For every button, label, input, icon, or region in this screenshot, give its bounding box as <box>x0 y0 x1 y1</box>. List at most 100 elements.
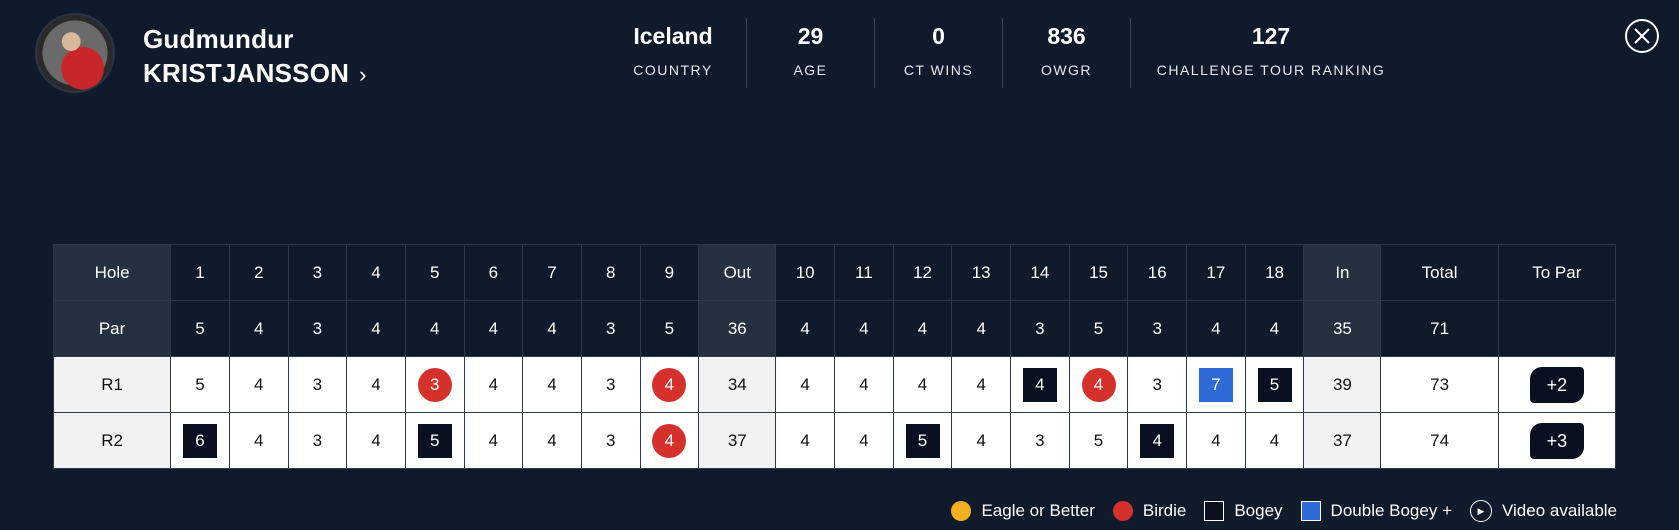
scorecard-legend: Eagle or Better Birdie Bogey Double Boge… <box>951 500 1617 522</box>
player-first-name: Gudmundur <box>143 24 294 54</box>
to-par-cell: +2 <box>1497 356 1617 413</box>
hole-score: 4 <box>253 374 264 394</box>
hole-number: 4 <box>346 244 406 301</box>
bogey-score: 5 <box>417 423 452 458</box>
par-value: 4 <box>892 300 953 357</box>
player-last-name: KRISTJANSSON <box>143 58 350 88</box>
hole-number: 11 <box>834 244 894 301</box>
hole-score: 3 <box>605 374 616 394</box>
total-header: Total <box>1380 244 1499 301</box>
score-cell: 7 <box>1186 356 1246 413</box>
par-value: 4 <box>463 300 524 357</box>
par-value: 4 <box>834 300 894 357</box>
round-out: 37 <box>698 412 777 469</box>
hole-score: 4 <box>859 374 869 394</box>
par-to-par <box>1497 300 1617 357</box>
close-icon[interactable] <box>1625 19 1659 53</box>
hole-header: Hole <box>52 244 172 301</box>
birdie-score: 4 <box>1081 367 1116 402</box>
hole-score: 3 <box>1035 430 1045 450</box>
hole-score: 4 <box>371 374 381 394</box>
score-cell: 4 <box>951 356 1012 413</box>
hole-score: 3 <box>312 374 323 394</box>
hole-score: 4 <box>976 374 986 394</box>
par-value: 3 <box>1010 300 1070 357</box>
par-value: 4 <box>228 300 289 357</box>
par-in: 35 <box>1303 300 1382 357</box>
hole-score: 4 <box>253 430 264 450</box>
score-cell: 4 <box>775 356 835 413</box>
hole-score: 4 <box>800 374 810 394</box>
stat-ct-wins: 0 CT WINS <box>875 18 1003 88</box>
hole-score: 4 <box>547 430 557 450</box>
to-par-cell: +3 <box>1497 412 1617 469</box>
score-cell: 4 <box>1127 412 1188 469</box>
par-value: 4 <box>522 300 582 357</box>
par-value: 3 <box>287 300 348 357</box>
play-icon: ▶ <box>1470 500 1492 522</box>
score-cell: 3 <box>580 356 641 413</box>
score-cell: 5 <box>170 356 230 413</box>
round-in: 39 <box>1303 356 1382 413</box>
stat-owgr: 836 OWGR <box>1003 18 1131 88</box>
score-cell: 3 <box>404 356 465 413</box>
hole-number: 18 <box>1244 244 1305 301</box>
hole-number: 3 <box>287 244 348 301</box>
round-row: R1 5 4 3 4 3 4 4 3 4 34 4 4 4 4 4 4 3 7 5 39 73 +2 <box>52 356 1617 413</box>
legend-birdie: Birdie <box>1112 501 1186 521</box>
hole-number: 14 <box>1010 244 1070 301</box>
legend-double-bogey: Double Bogey + <box>1300 501 1452 521</box>
player-stats: Iceland COUNTRY 29 AGE 0 CT WINS 836 OWG… <box>600 18 1411 88</box>
score-cell: 3 <box>287 412 348 469</box>
birdie-score: 4 <box>652 423 687 458</box>
par-row: Par 5 4 3 4 4 4 4 3 5 36 4 4 4 4 3 5 3 4 4 35 71 <box>52 300 1617 357</box>
par-value: 4 <box>951 300 1012 357</box>
hole-number: 10 <box>775 244 835 301</box>
score-cell: 3 <box>287 356 348 413</box>
player-avatar <box>35 13 115 93</box>
player-name[interactable]: Gudmundur KRISTJANSSON › <box>143 22 367 92</box>
score-cell: 4 <box>228 412 289 469</box>
chevron-right-icon[interactable]: › <box>359 62 367 87</box>
score-cell: 4 <box>775 412 835 469</box>
hole-score: 4 <box>1211 430 1221 450</box>
bogey-score: 4 <box>1140 423 1175 458</box>
hole-score: 3 <box>312 430 323 450</box>
stat-challenge-tour-ranking: 127 CHALLENGE TOUR RANKING <box>1156 23 1386 78</box>
score-cell: 4 <box>834 356 894 413</box>
double-bogey-marker-icon <box>1300 501 1321 521</box>
score-cell: 4 <box>346 412 406 469</box>
birdie-score: 3 <box>417 367 452 402</box>
score-cell: 4 <box>346 356 406 413</box>
legend-eagle: Eagle or Better <box>951 501 1095 521</box>
hole-number: 16 <box>1127 244 1188 301</box>
dbl-score: 7 <box>1198 367 1233 402</box>
hole-number: 8 <box>580 244 641 301</box>
score-cell: 4 <box>951 412 1012 469</box>
par-value: 3 <box>580 300 641 357</box>
score-cell: 4 <box>463 356 524 413</box>
round-label: R1 <box>52 356 172 413</box>
score-cell: 4 <box>1186 412 1246 469</box>
hole-row: Hole 1 2 3 4 5 6 7 8 9 Out 10 11 12 13 14 15 16 17 18 In Tota… <box>52 244 1617 301</box>
score-cell: 4 <box>834 412 894 469</box>
par-value: 4 <box>404 300 465 357</box>
in-header: In <box>1303 244 1382 301</box>
score-cell: 3 <box>580 412 641 469</box>
score-cell: 4 <box>522 412 582 469</box>
score-cell: 4 <box>522 356 582 413</box>
legend-bogey: Bogey <box>1204 501 1283 521</box>
score-cell: 5 <box>892 412 953 469</box>
par-value: 4 <box>1244 300 1305 357</box>
bogey-marker-icon <box>1204 501 1225 521</box>
round-total: 74 <box>1380 412 1499 469</box>
score-cell: 5 <box>1068 412 1129 469</box>
score-cell: 3 <box>1127 356 1188 413</box>
score-cell: 4 <box>892 356 953 413</box>
par-value: 5 <box>1068 300 1129 357</box>
score-cell: 5 <box>404 412 465 469</box>
hole-number: 5 <box>404 244 465 301</box>
hole-number: 17 <box>1186 244 1246 301</box>
hole-score: 5 <box>1093 430 1104 450</box>
birdie-marker-icon <box>1112 501 1133 521</box>
